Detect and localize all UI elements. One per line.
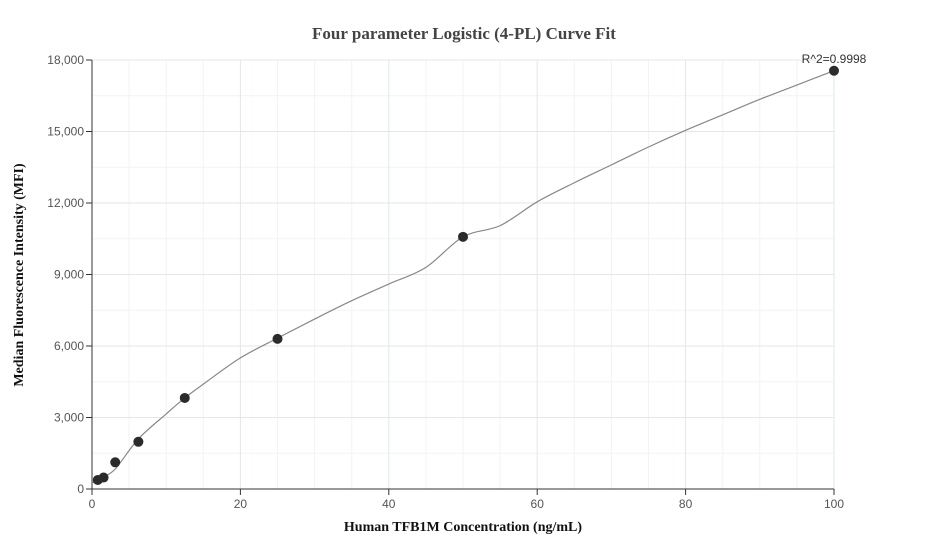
data-point — [458, 231, 468, 242]
y-tick-label: 15,000 — [47, 125, 84, 139]
x-tick-label: 100 — [824, 497, 844, 511]
data-point — [829, 65, 839, 76]
y-axis-title: Median Fluorescence Intensity (MFI) — [12, 163, 27, 387]
x-tick-label: 40 — [382, 497, 396, 511]
x-tick-label: 80 — [679, 497, 693, 511]
data-point — [98, 472, 109, 483]
chart-title: Four parameter Logistic (4-PL) Curve Fit — [312, 24, 616, 43]
x-tick-label: 20 — [234, 497, 248, 511]
x-tick-label: 60 — [531, 497, 545, 511]
data-point — [272, 333, 283, 344]
data-point — [133, 436, 144, 447]
y-tick-label: 18,000 — [47, 53, 84, 67]
x-axis-title: Human TFB1M Concentration (ng/mL) — [344, 520, 582, 535]
axes: 0 3,000 6,000 9,000 12,000 15,000 18,000 0 20 40 6… — [47, 53, 844, 511]
data-point — [110, 457, 121, 468]
y-tick-label: 9,000 — [54, 268, 84, 282]
y-tick-label: 6,000 — [54, 339, 84, 353]
data-point — [179, 392, 190, 403]
y-tick-label: 0 — [77, 482, 84, 496]
y-tick-label: 12,000 — [47, 196, 84, 210]
gridlines — [92, 59, 835, 489]
y-tick-label: 3,000 — [54, 411, 84, 425]
x-tick-label: 0 — [89, 497, 96, 511]
r-squared-annotation: R^2=0.9998 — [802, 52, 867, 66]
data-points-layer — [92, 65, 839, 485]
